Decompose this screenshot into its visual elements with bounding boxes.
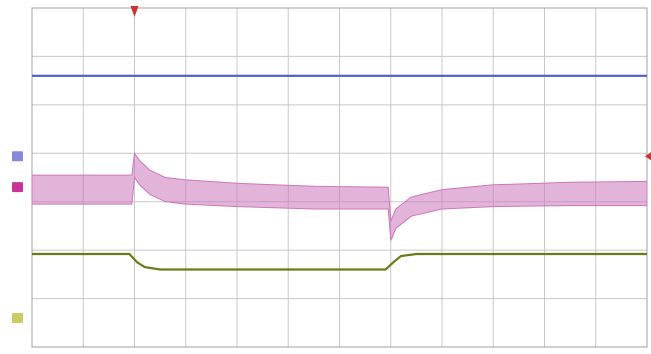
trace-band-2 [31, 151, 648, 241]
right-edge-marker [645, 152, 651, 161]
markers [12, 6, 651, 323]
trigger-marker [130, 6, 139, 17]
trace-line-3 [32, 252, 647, 271]
channel-marker-1 [12, 151, 23, 162]
grid [31, 7, 648, 348]
channel-marker-3 [12, 312, 23, 323]
channel-marker-2 [12, 182, 23, 193]
traces [31, 74, 648, 271]
